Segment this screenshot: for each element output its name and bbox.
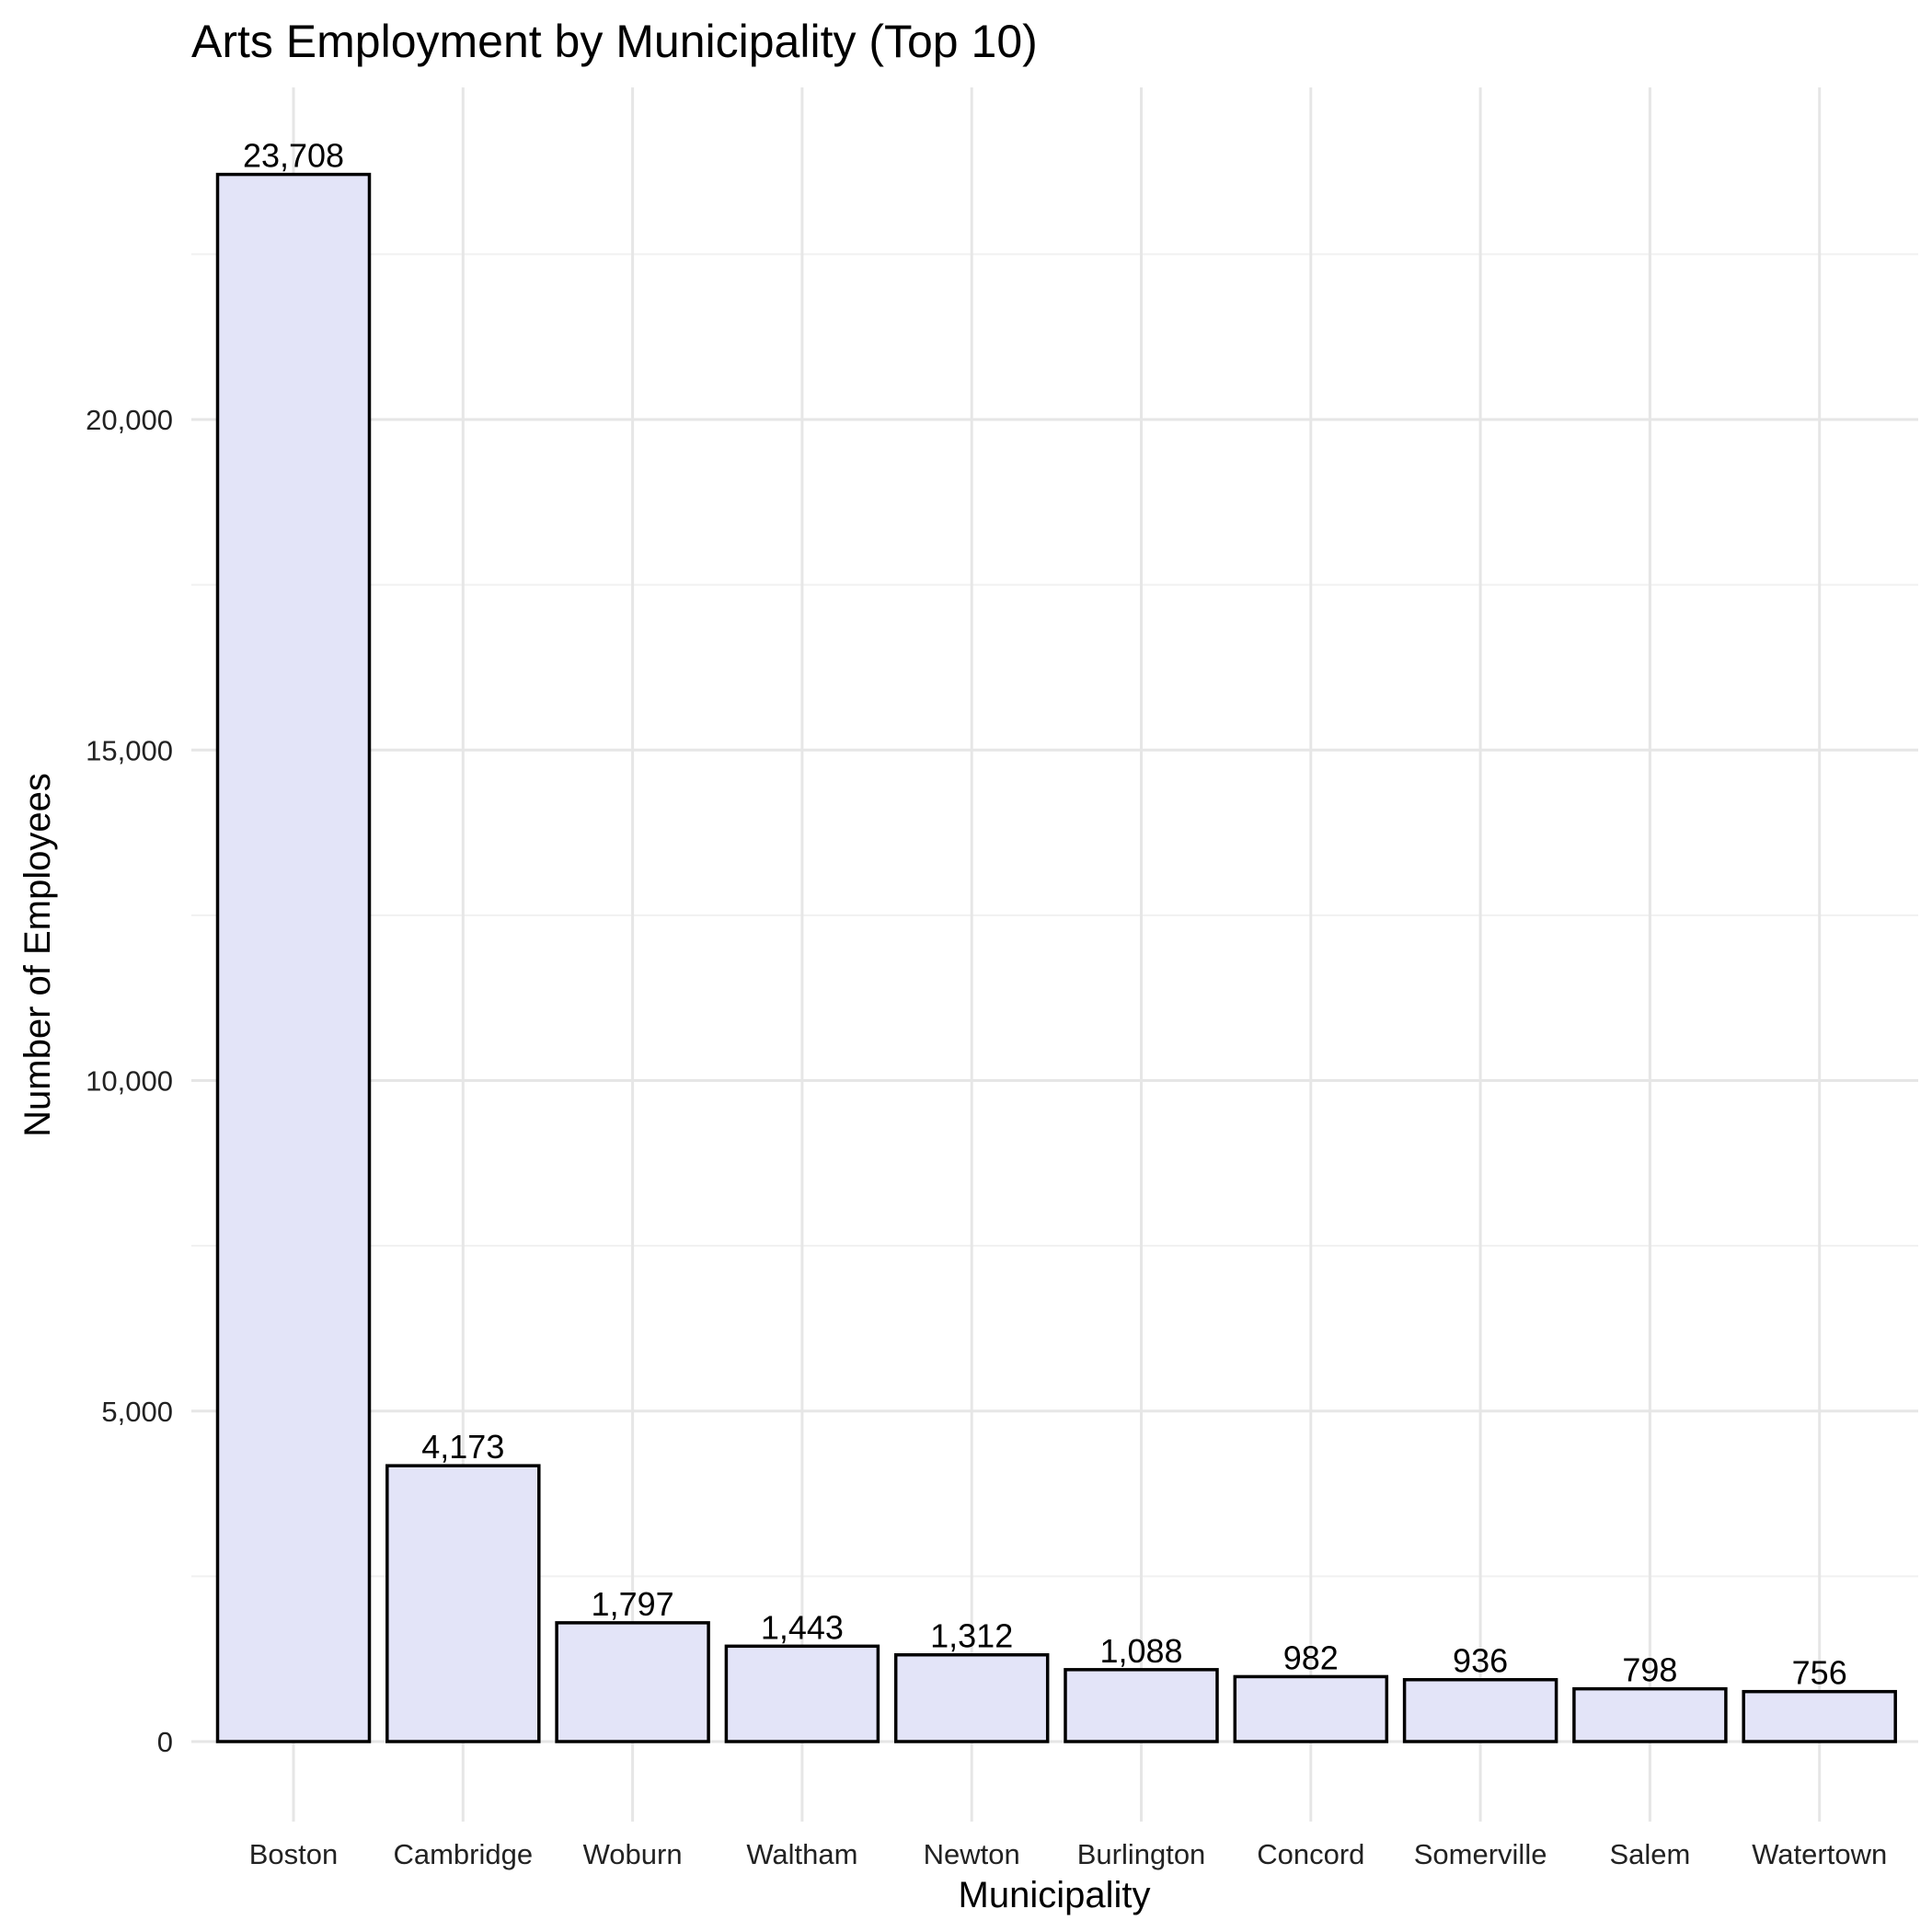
bar-newton [893, 1652, 1050, 1743]
y-axis-title: Number of Employees [17, 773, 58, 1137]
y-tick-label: 20,000 [86, 404, 173, 436]
x-tick-label: Burlington [1077, 1838, 1206, 1870]
bar-concord [1233, 1674, 1389, 1743]
x-tick-label: Waltham [746, 1838, 857, 1870]
data-label: 982 [1283, 1639, 1339, 1676]
y-tick-label: 5,000 [101, 1396, 173, 1428]
x-tick-label: Newton [924, 1838, 1020, 1870]
chart-title: Arts Employment by Municipality (Top 10) [191, 16, 1038, 67]
x-tick-label: Boston [249, 1838, 339, 1870]
data-label: 936 [1453, 1642, 1508, 1680]
data-label: 4,173 [421, 1428, 504, 1466]
x-tick-label: Woburn [583, 1838, 683, 1870]
x-axis-title: Municipality [959, 1875, 1151, 1915]
y-axis-ticks: 0 5,000 10,000 15,000 20,000 [86, 404, 173, 1758]
bar-burlington [1064, 1668, 1219, 1743]
bar-boston [215, 172, 372, 1743]
x-tick-label: Somerville [1414, 1838, 1547, 1870]
x-tick-label: Concord [1257, 1838, 1364, 1870]
data-labels: 23,708 4,173 1,797 1,443 1,312 1,088 982 936 798… [243, 137, 1847, 1692]
data-label: 1,312 [930, 1617, 1013, 1655]
bar-cambridge [385, 1464, 541, 1743]
data-label: 1,088 [1099, 1632, 1182, 1670]
data-label: 1,443 [761, 1608, 844, 1646]
bars [215, 172, 1897, 1743]
y-tick-label: 10,000 [86, 1065, 173, 1098]
x-axis-ticks: Boston Cambridge Woburn Waltham Newton Burlin… [249, 1838, 1887, 1870]
bar-woburn [555, 1621, 710, 1743]
bar-waltham [724, 1644, 880, 1743]
data-label: 798 [1622, 1651, 1677, 1689]
data-label: 756 [1792, 1654, 1847, 1692]
x-tick-label: Watertown [1752, 1838, 1887, 1870]
y-tick-label: 0 [157, 1726, 173, 1758]
data-label: 1,797 [592, 1585, 674, 1623]
x-tick-label: Salem [1609, 1838, 1690, 1870]
y-tick-label: 15,000 [86, 734, 173, 766]
bar-watertown [1742, 1689, 1897, 1743]
bar-somerville [1402, 1677, 1558, 1743]
data-label: 23,708 [243, 137, 344, 175]
bar-salem [1572, 1686, 1728, 1743]
x-tick-label: Cambridge [393, 1838, 533, 1870]
